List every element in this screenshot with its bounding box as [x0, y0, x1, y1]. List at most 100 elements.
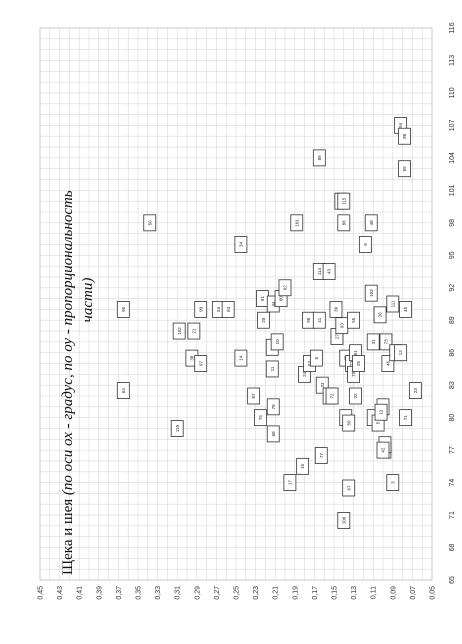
- x-tick-label: 92: [449, 284, 456, 292]
- point-label: 87: [251, 393, 256, 399]
- x-tick-label: 104: [449, 152, 456, 164]
- data-point: 97: [194, 355, 208, 372]
- point-label: 41: [317, 317, 322, 323]
- y-tick-label: 0,13: [351, 586, 358, 600]
- point-box: [364, 284, 378, 302]
- data-point: 55: [347, 311, 361, 329]
- point-box: [187, 322, 201, 340]
- point-box: [309, 349, 323, 367]
- data-point: 72: [325, 387, 339, 405]
- data-point: 6: [309, 349, 323, 367]
- point-label: 11: [270, 366, 275, 371]
- point-label: 55: [351, 317, 356, 323]
- data-point: 32: [349, 387, 362, 405]
- data-point: 56: [143, 214, 157, 232]
- point-label: 54: [216, 306, 221, 312]
- x-tick-labels: 65 68 71 74 77 80 83 86 89 92 95 98 101 104 107 110 113 1…: [449, 22, 456, 584]
- point-box: [394, 344, 408, 362]
- data-point: 20: [257, 311, 270, 329]
- data-point: 41: [312, 311, 326, 329]
- point-label: 110: [175, 424, 180, 432]
- y-tick-label: 0,15: [332, 586, 339, 600]
- data-point: 78: [266, 398, 280, 416]
- data-point: 88: [337, 214, 351, 232]
- point-label: 93: [339, 323, 344, 329]
- x-tick-label: 80: [449, 414, 456, 422]
- point-label: 68: [271, 431, 276, 437]
- data-point: 48: [364, 214, 378, 232]
- data-point: 115: [337, 192, 351, 210]
- point-box: [270, 333, 284, 351]
- data-point: 93: [335, 317, 349, 335]
- point-box: [399, 409, 412, 427]
- data-point: 111: [386, 295, 400, 313]
- point-label: 27: [335, 333, 340, 339]
- x-tick-label: 89: [449, 316, 456, 324]
- data-point: 71: [399, 409, 412, 427]
- y-tick-label: 0,27: [214, 586, 221, 600]
- point-label: 72: [330, 393, 335, 399]
- data-point: 17: [283, 474, 297, 491]
- data-point: 103: [364, 284, 378, 302]
- point-label: 31: [371, 339, 376, 345]
- point-box: [170, 420, 184, 437]
- y-tick-label: 0,29: [194, 586, 201, 600]
- data-point: 87: [247, 387, 261, 405]
- data-point: 21: [187, 322, 201, 340]
- point-box: [234, 236, 248, 253]
- point-box: [312, 311, 326, 329]
- grid-layer: [39, 27, 433, 581]
- y-tick-label: 0,35: [136, 586, 143, 600]
- data-point: 102: [172, 322, 186, 340]
- y-tick-label: 0,19: [292, 586, 299, 600]
- point-label: 3: [390, 481, 395, 484]
- point-box: [314, 447, 328, 464]
- x-tick-label: 110: [449, 87, 456, 98]
- point-label: 20: [261, 317, 266, 323]
- point-box: [337, 192, 351, 210]
- plot-frame: [39, 27, 433, 581]
- data-point: 31: [366, 333, 380, 351]
- data-point: 77: [314, 447, 328, 464]
- point-label: 44: [271, 301, 276, 307]
- data-point: 55: [398, 160, 411, 178]
- data-point: 67: [342, 479, 356, 497]
- data-point: 23: [408, 382, 422, 399]
- data-point: 109: [337, 512, 351, 529]
- point-box: [347, 311, 361, 329]
- point-box: [325, 387, 339, 405]
- data-point: 8: [358, 236, 372, 253]
- data-point: 50: [342, 414, 356, 432]
- data-point: 12: [374, 403, 388, 421]
- point-label: 62: [283, 285, 288, 291]
- point-label: 111: [390, 300, 395, 307]
- point-box: [342, 479, 356, 497]
- point-label: 95: [121, 306, 126, 312]
- data-point: 11: [265, 360, 279, 378]
- point-label: 78: [271, 404, 276, 410]
- x-tick-label: 101: [449, 184, 456, 196]
- y-tick-label: 0,21: [273, 586, 280, 600]
- point-label: 73: [384, 339, 389, 345]
- point-label: 34: [239, 241, 244, 247]
- point-label: 97: [198, 361, 203, 367]
- x-tick-label: 68: [449, 544, 456, 552]
- y-tick-label: 0,33: [155, 586, 162, 600]
- y-tick-labels: 0,45 0,43 0,41 0,39 0,37 0,35 0,33 0,31 0,29 0,27…: [38, 586, 437, 600]
- data-point: 26: [373, 306, 387, 324]
- point-label: 50: [346, 420, 351, 426]
- point-label: 5: [376, 421, 381, 424]
- point-box: [364, 214, 378, 232]
- point-label: 15: [300, 463, 305, 469]
- point-label: 45: [403, 306, 408, 312]
- point-label: 91: [260, 296, 265, 302]
- point-box: [172, 322, 186, 340]
- point-box: [194, 355, 208, 372]
- point-box: [247, 387, 261, 405]
- point-label: 32: [353, 393, 358, 399]
- data-point: 84: [221, 301, 235, 318]
- point-box: [399, 301, 412, 318]
- y-tick-label: 0,23: [253, 586, 260, 600]
- point-label: 23: [413, 388, 418, 394]
